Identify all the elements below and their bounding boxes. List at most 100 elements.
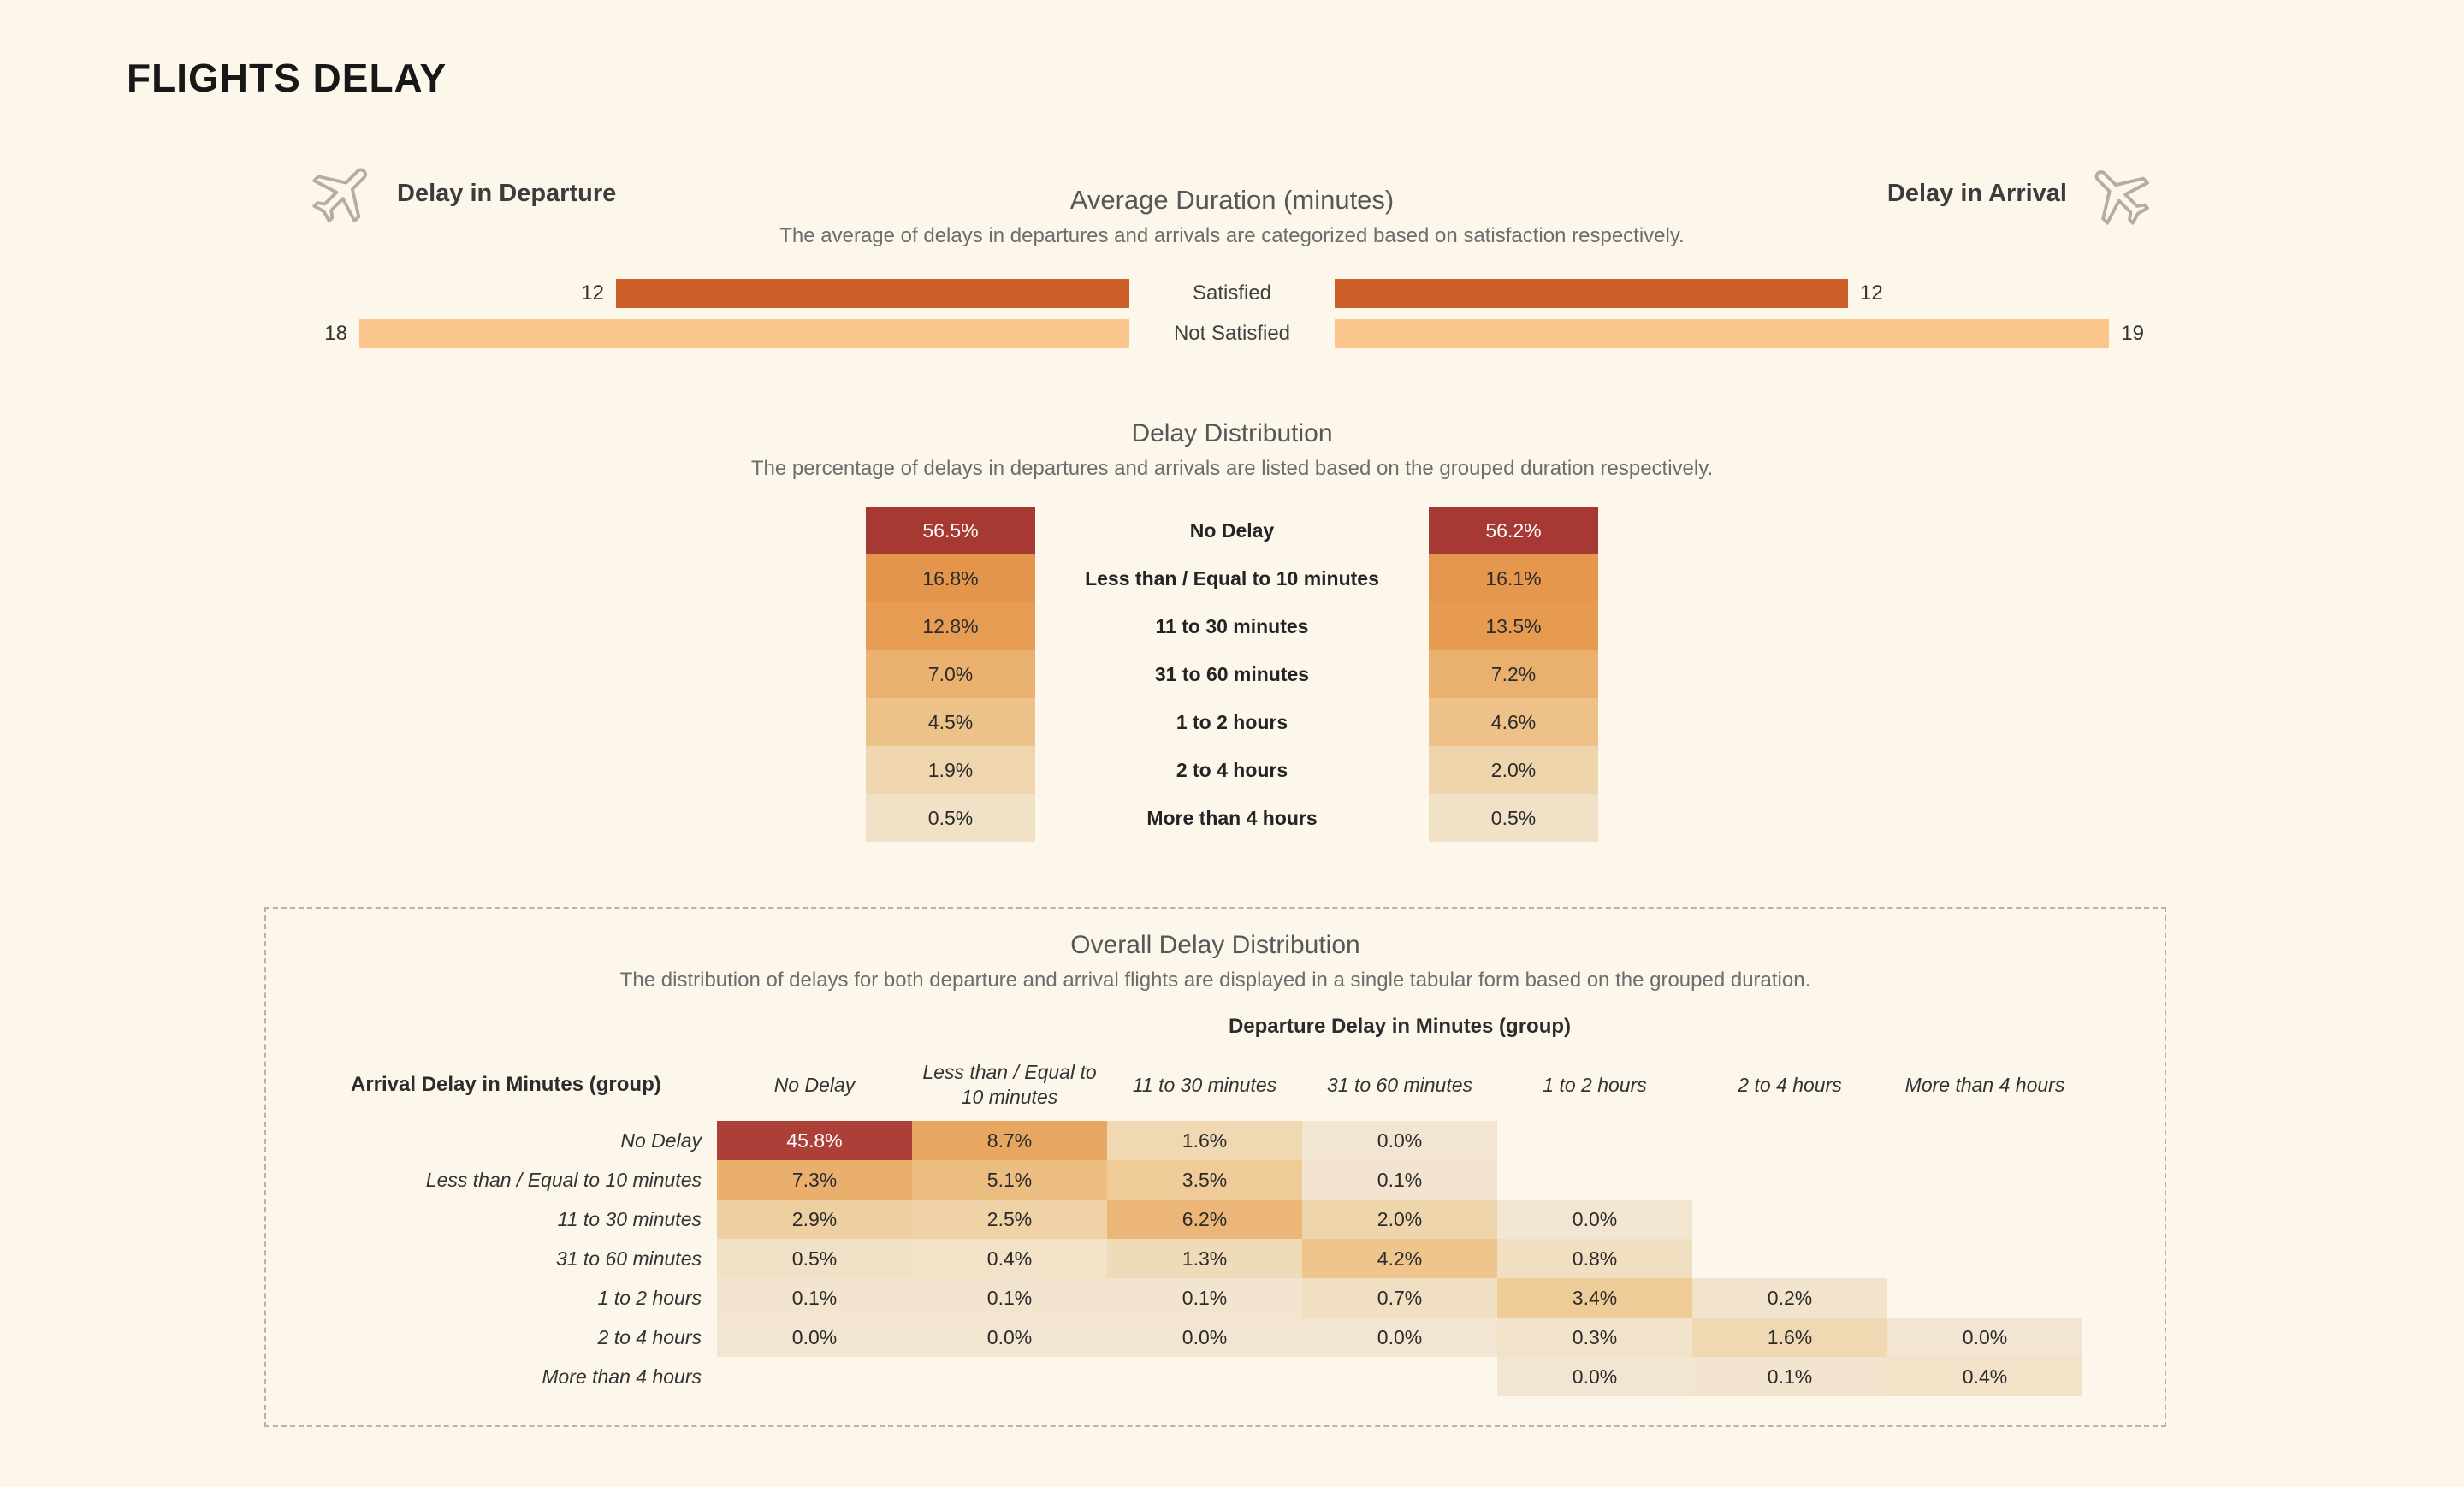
overall-heat-cell[interactable]: 0.0% [1497, 1357, 1692, 1396]
overall-delay-distribution-section: Overall Delay Distribution The distribut… [264, 907, 2166, 1427]
overall-heat-cell[interactable]: 0.0% [1302, 1318, 1497, 1357]
arrival-bar-value: 12 [1860, 281, 1883, 305]
delay-distribution-title: Delay Distribution [1131, 419, 1333, 447]
duration-group-label: 31 to 60 minutes [1154, 662, 1310, 685]
duration-group-label: 1 to 2 hours [1176, 710, 1288, 733]
arrival-axis-label: Delay in Arrival [1886, 179, 2067, 207]
average-duration-bars: 12 Satisfied 12 18 Not Satisfied 19 [308, 279, 2156, 348]
overall-row-1-to-2-hours: 1 to 2 hours 0.1% 0.1% 0.1% 0.7% 3.4% 0.2% [289, 1278, 2082, 1318]
overall-heat-cell [1692, 1121, 1887, 1160]
overall-heat-cell[interactable]: 1.6% [1107, 1121, 1302, 1160]
departure-axis-group: Delay in Departure [308, 157, 616, 229]
overall-heat-cell[interactable]: 0.1% [1692, 1357, 1887, 1396]
overall-heat-cell[interactable]: 0.1% [1302, 1160, 1497, 1200]
arrival-dist-cell-2-to-4-hours[interactable]: 2.0% [1429, 746, 1598, 794]
column-header-no-delay: No Delay [773, 1073, 856, 1096]
overall-heat-cell[interactable]: 2.5% [912, 1200, 1107, 1239]
average-duration-header: Delay in Departure Average Duration (min… [308, 154, 2156, 247]
duration-group-label: 11 to 30 minutes [1155, 614, 1309, 637]
avg-duration-row-not-satisfied: 18 Not Satisfied 19 [308, 319, 2156, 348]
overall-heat-cell[interactable]: 0.0% [717, 1318, 912, 1357]
overall-distribution-title: Overall Delay Distribution [1070, 931, 1360, 959]
departure-dist-cell-more-than-4-hours[interactable]: 0.5% [866, 794, 1035, 842]
overall-heat-cell [1887, 1121, 2082, 1160]
delay-distribution-subtitle: The percentage of delays in departures a… [750, 457, 1714, 480]
column-header-more-than-4-hours: More than 4 hours [1904, 1073, 2065, 1096]
row-header-less-than-equal-to-10-minutes: Less than / Equal to 10 minutes [425, 1168, 702, 1191]
satisfaction-category-label: Satisfied [1192, 281, 1272, 305]
overall-heat-cell[interactable]: 2.0% [1302, 1200, 1497, 1239]
overall-heat-cell[interactable]: 8.7% [912, 1121, 1107, 1160]
arrival-dist-cell-no-delay[interactable]: 56.2% [1429, 507, 1598, 554]
arrival-dist-cell-less-than-equal-to-10-minutes[interactable]: 16.1% [1429, 554, 1598, 602]
overall-heat-cell[interactable]: 0.0% [1107, 1318, 1302, 1357]
overall-heat-cell[interactable]: 2.9% [717, 1200, 912, 1239]
overall-heat-cell[interactable]: 3.4% [1497, 1278, 1692, 1318]
departure-dist-cell-less-than-equal-to-10-minutes[interactable]: 16.8% [866, 554, 1035, 602]
overall-heat-cell[interactable]: 6.2% [1107, 1200, 1302, 1239]
departure-dist-cell-11-to-30-minutes[interactable]: 12.8% [866, 602, 1035, 650]
overall-heat-cell[interactable]: 0.4% [1887, 1357, 2082, 1396]
overall-heat-cell[interactable]: 0.7% [1302, 1278, 1497, 1318]
overall-heat-cell[interactable]: 5.1% [912, 1160, 1107, 1200]
arrival-axis-group: Delay in Arrival [1887, 157, 2156, 229]
overall-heat-cell [1887, 1239, 2082, 1278]
overall-row-no-delay: No Delay 45.8% 8.7% 1.6% 0.0% [289, 1121, 2082, 1160]
overall-heat-cell[interactable]: 1.3% [1107, 1239, 1302, 1278]
overall-heat-cell[interactable]: 1.6% [1692, 1318, 1887, 1357]
overall-heat-cell[interactable]: 0.0% [912, 1318, 1107, 1357]
column-header-1-to-2-hours: 1 to 2 hours [1543, 1073, 1647, 1096]
row-header-more-than-4-hours: More than 4 hours [542, 1365, 702, 1388]
arrival-dist-cell-more-than-4-hours[interactable]: 0.5% [1429, 794, 1598, 842]
departure-dist-cell-31-to-60-minutes[interactable]: 7.0% [866, 650, 1035, 698]
duration-group-label: No Delay [1189, 518, 1275, 542]
departure-bar-not-satisfied[interactable] [359, 319, 1129, 348]
departure-bar-area: 12 [308, 279, 1129, 308]
arrival-bar-not-satisfied[interactable] [1335, 319, 2110, 348]
arrival-bar-value: 19 [2121, 322, 2144, 345]
overall-heat-cell[interactable]: 0.1% [717, 1278, 912, 1318]
overall-heat-cell [1887, 1160, 2082, 1200]
overall-heat-cell[interactable]: 0.0% [1887, 1318, 2082, 1357]
overall-heat-cell[interactable]: 0.1% [912, 1278, 1107, 1318]
overall-heat-cell [1692, 1160, 1887, 1200]
duration-group-label: More than 4 hours [1146, 806, 1318, 829]
overall-header-row: Arrival Delay in Minutes (group) No Delay… [289, 1049, 2082, 1121]
overall-heat-cell[interactable]: 0.0% [1497, 1200, 1692, 1239]
arrival-dist-cell-31-to-60-minutes[interactable]: 7.2% [1429, 650, 1598, 698]
delay-distribution-grid: 56.5% No Delay 56.2% 16.8% Less than / Equal… [866, 507, 1598, 842]
overall-heat-cell[interactable]: 0.4% [912, 1239, 1107, 1278]
row-header-31-to-60-minutes: 31 to 60 minutes [555, 1247, 702, 1270]
satisfaction-category-label: Not Satisfied [1173, 322, 1291, 345]
arrival-dist-cell-11-to-30-minutes[interactable]: 13.5% [1429, 602, 1598, 650]
departure-dist-cell-no-delay[interactable]: 56.5% [866, 507, 1035, 554]
row-header-1-to-2-hours: 1 to 2 hours [597, 1286, 702, 1309]
overall-heat-cell[interactable]: 0.0% [1302, 1121, 1497, 1160]
overall-heat-cell[interactable]: 0.3% [1497, 1318, 1692, 1357]
row-header-11-to-30-minutes: 11 to 30 minutes [557, 1207, 702, 1230]
overall-heat-cell [1497, 1121, 1692, 1160]
overall-row-more-than-4-hours: More than 4 hours 0.0% 0.1% 0.4% [289, 1357, 2082, 1396]
departure-bar-value: 12 [581, 281, 604, 305]
overall-heat-cell[interactable]: 3.5% [1107, 1160, 1302, 1200]
overall-heat-cell[interactable]: 45.8% [717, 1121, 912, 1160]
average-duration-section: Delay in Departure Average Duration (min… [308, 154, 2156, 359]
overall-heat-cell[interactable]: 7.3% [717, 1160, 912, 1200]
row-header-2-to-4-hours: 2 to 4 hours [597, 1325, 702, 1348]
overall-heat-cell [1497, 1160, 1692, 1200]
overall-heat-cell[interactable]: 0.1% [1107, 1278, 1302, 1318]
overall-heat-cell[interactable]: 0.5% [717, 1239, 912, 1278]
arrival-bar-satisfied[interactable] [1335, 279, 1848, 308]
departure-plane-icon [312, 168, 367, 223]
departure-dist-cell-1-to-2-hours[interactable]: 4.5% [866, 698, 1035, 746]
departure-dist-cell-2-to-4-hours[interactable]: 1.9% [866, 746, 1035, 794]
arrival-bar-area: 19 [1335, 319, 2156, 348]
departure-bar-satisfied[interactable] [616, 279, 1129, 308]
overall-heat-cell[interactable]: 0.2% [1692, 1278, 1887, 1318]
overall-heat-cell[interactable]: 0.8% [1497, 1239, 1692, 1278]
column-header-11-to-30-minutes: 11 to 30 minutes [1132, 1073, 1277, 1096]
overall-heat-cell [717, 1357, 912, 1396]
duration-group-label: Less than / Equal to 10 minutes [1085, 566, 1379, 589]
overall-heat-cell[interactable]: 4.2% [1302, 1239, 1497, 1278]
arrival-dist-cell-1-to-2-hours[interactable]: 4.6% [1429, 698, 1598, 746]
